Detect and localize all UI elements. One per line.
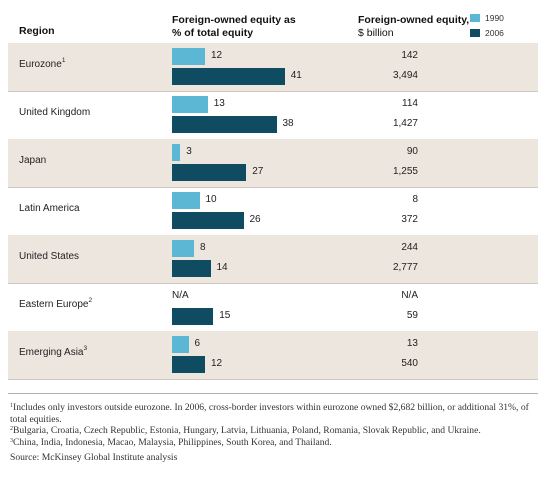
usd-title-line2: $ billion xyxy=(358,27,394,39)
chart-row xyxy=(8,139,538,187)
usd-value-2006: 59 xyxy=(406,310,418,321)
usd-value-2006: 2,777 xyxy=(392,262,418,273)
usd-value-2006: 3,494 xyxy=(392,70,418,81)
bar-1990 xyxy=(172,192,200,209)
region-label: United Kingdom xyxy=(19,107,91,118)
pct-column-header: Foreign-owned equity as % of total equit… xyxy=(172,14,296,40)
footnote-1: 1Includes only investors outside eurozon… xyxy=(10,402,529,425)
bar-1990 xyxy=(172,96,208,113)
row-divider xyxy=(8,187,538,188)
chart-row xyxy=(8,187,538,235)
region-label: Japan xyxy=(19,155,47,166)
bar-label-1990: 3 xyxy=(186,146,192,157)
footnote-mark: 1 xyxy=(61,57,66,64)
bar-1990 xyxy=(172,48,205,65)
usd-value-2006: 540 xyxy=(401,358,418,369)
footnote-rule xyxy=(8,393,538,394)
region-label: Latin America xyxy=(19,203,80,214)
bar-label-2006: 12 xyxy=(211,358,223,369)
bar-label-2006: 38 xyxy=(282,118,294,129)
region-label: Eastern Europe2 xyxy=(19,297,93,310)
usd-value-2006: 1,255 xyxy=(392,166,418,177)
bar-2006 xyxy=(172,260,211,277)
usd-value-1990: 90 xyxy=(406,146,418,157)
bar-1990 xyxy=(172,240,194,257)
pct-title-line1: Foreign-owned equity as xyxy=(172,14,296,26)
legend-label-1990: 1990 xyxy=(485,13,504,23)
chart-row xyxy=(8,235,538,283)
bar-label-1990: 8 xyxy=(200,242,206,253)
legend-swatch-2006 xyxy=(470,29,480,37)
source-note: Source: McKinsey Global Institute analys… xyxy=(10,452,178,463)
bar-2006 xyxy=(172,68,285,85)
pct-title-line2: % of total equity xyxy=(172,27,254,39)
bar-label-1990: 13 xyxy=(213,98,225,109)
region-label: Emerging Asia3 xyxy=(19,345,88,358)
usd-value-1990: 13 xyxy=(406,338,418,349)
bar-label-2006: 14 xyxy=(216,262,228,273)
region-label: United States xyxy=(19,251,80,262)
usd-value-1990: N/A xyxy=(401,290,418,301)
region-column-header: Region xyxy=(19,25,55,37)
bar-2006 xyxy=(172,356,205,373)
bar-2006 xyxy=(172,116,277,133)
footnote-mark: 3 xyxy=(83,345,88,352)
bar-2006 xyxy=(172,164,247,181)
bar-2006 xyxy=(172,212,244,229)
chart-row xyxy=(8,331,538,379)
bar-label-2006: 15 xyxy=(219,310,231,321)
bar-label-2006: 41 xyxy=(290,70,302,81)
bar-label-1990: 6 xyxy=(194,338,201,349)
usd-value-1990: 244 xyxy=(401,242,418,253)
legend-swatch-1990 xyxy=(470,14,480,22)
footnote-3: 3China, India, Indonesia, Macao, Malaysi… xyxy=(10,437,332,448)
row-divider xyxy=(8,91,538,92)
bar-2006 xyxy=(172,308,214,325)
usd-value-2006: 1,427 xyxy=(392,118,418,129)
legend-label-2006: 2006 xyxy=(485,28,504,38)
bar-label-2006: 27 xyxy=(252,166,264,177)
usd-value-2006: 372 xyxy=(401,214,418,225)
usd-value-1990: 142 xyxy=(401,50,418,61)
bar-label-2006: 26 xyxy=(249,214,261,225)
row-divider xyxy=(8,379,538,380)
footnote-2: 2Bulgaria, Croatia, Czech Republic, Esto… xyxy=(10,425,481,436)
usd-value-1990: 114 xyxy=(402,98,418,109)
bar-label-1990: 10 xyxy=(205,194,217,205)
bar-label-1990: N/A xyxy=(172,290,189,301)
usd-column-header: Foreign-owned equity, $ billion xyxy=(358,14,469,40)
bar-1990 xyxy=(172,336,189,353)
footnote-mark: 2 xyxy=(88,297,93,304)
region-label: Eurozone1 xyxy=(19,57,66,70)
bar-label-1990: 12 xyxy=(211,50,223,61)
usd-title-line1: Foreign-owned equity, xyxy=(358,14,470,26)
usd-value-1990: 8 xyxy=(412,194,418,205)
bar-1990 xyxy=(172,144,181,161)
row-divider xyxy=(8,283,538,284)
